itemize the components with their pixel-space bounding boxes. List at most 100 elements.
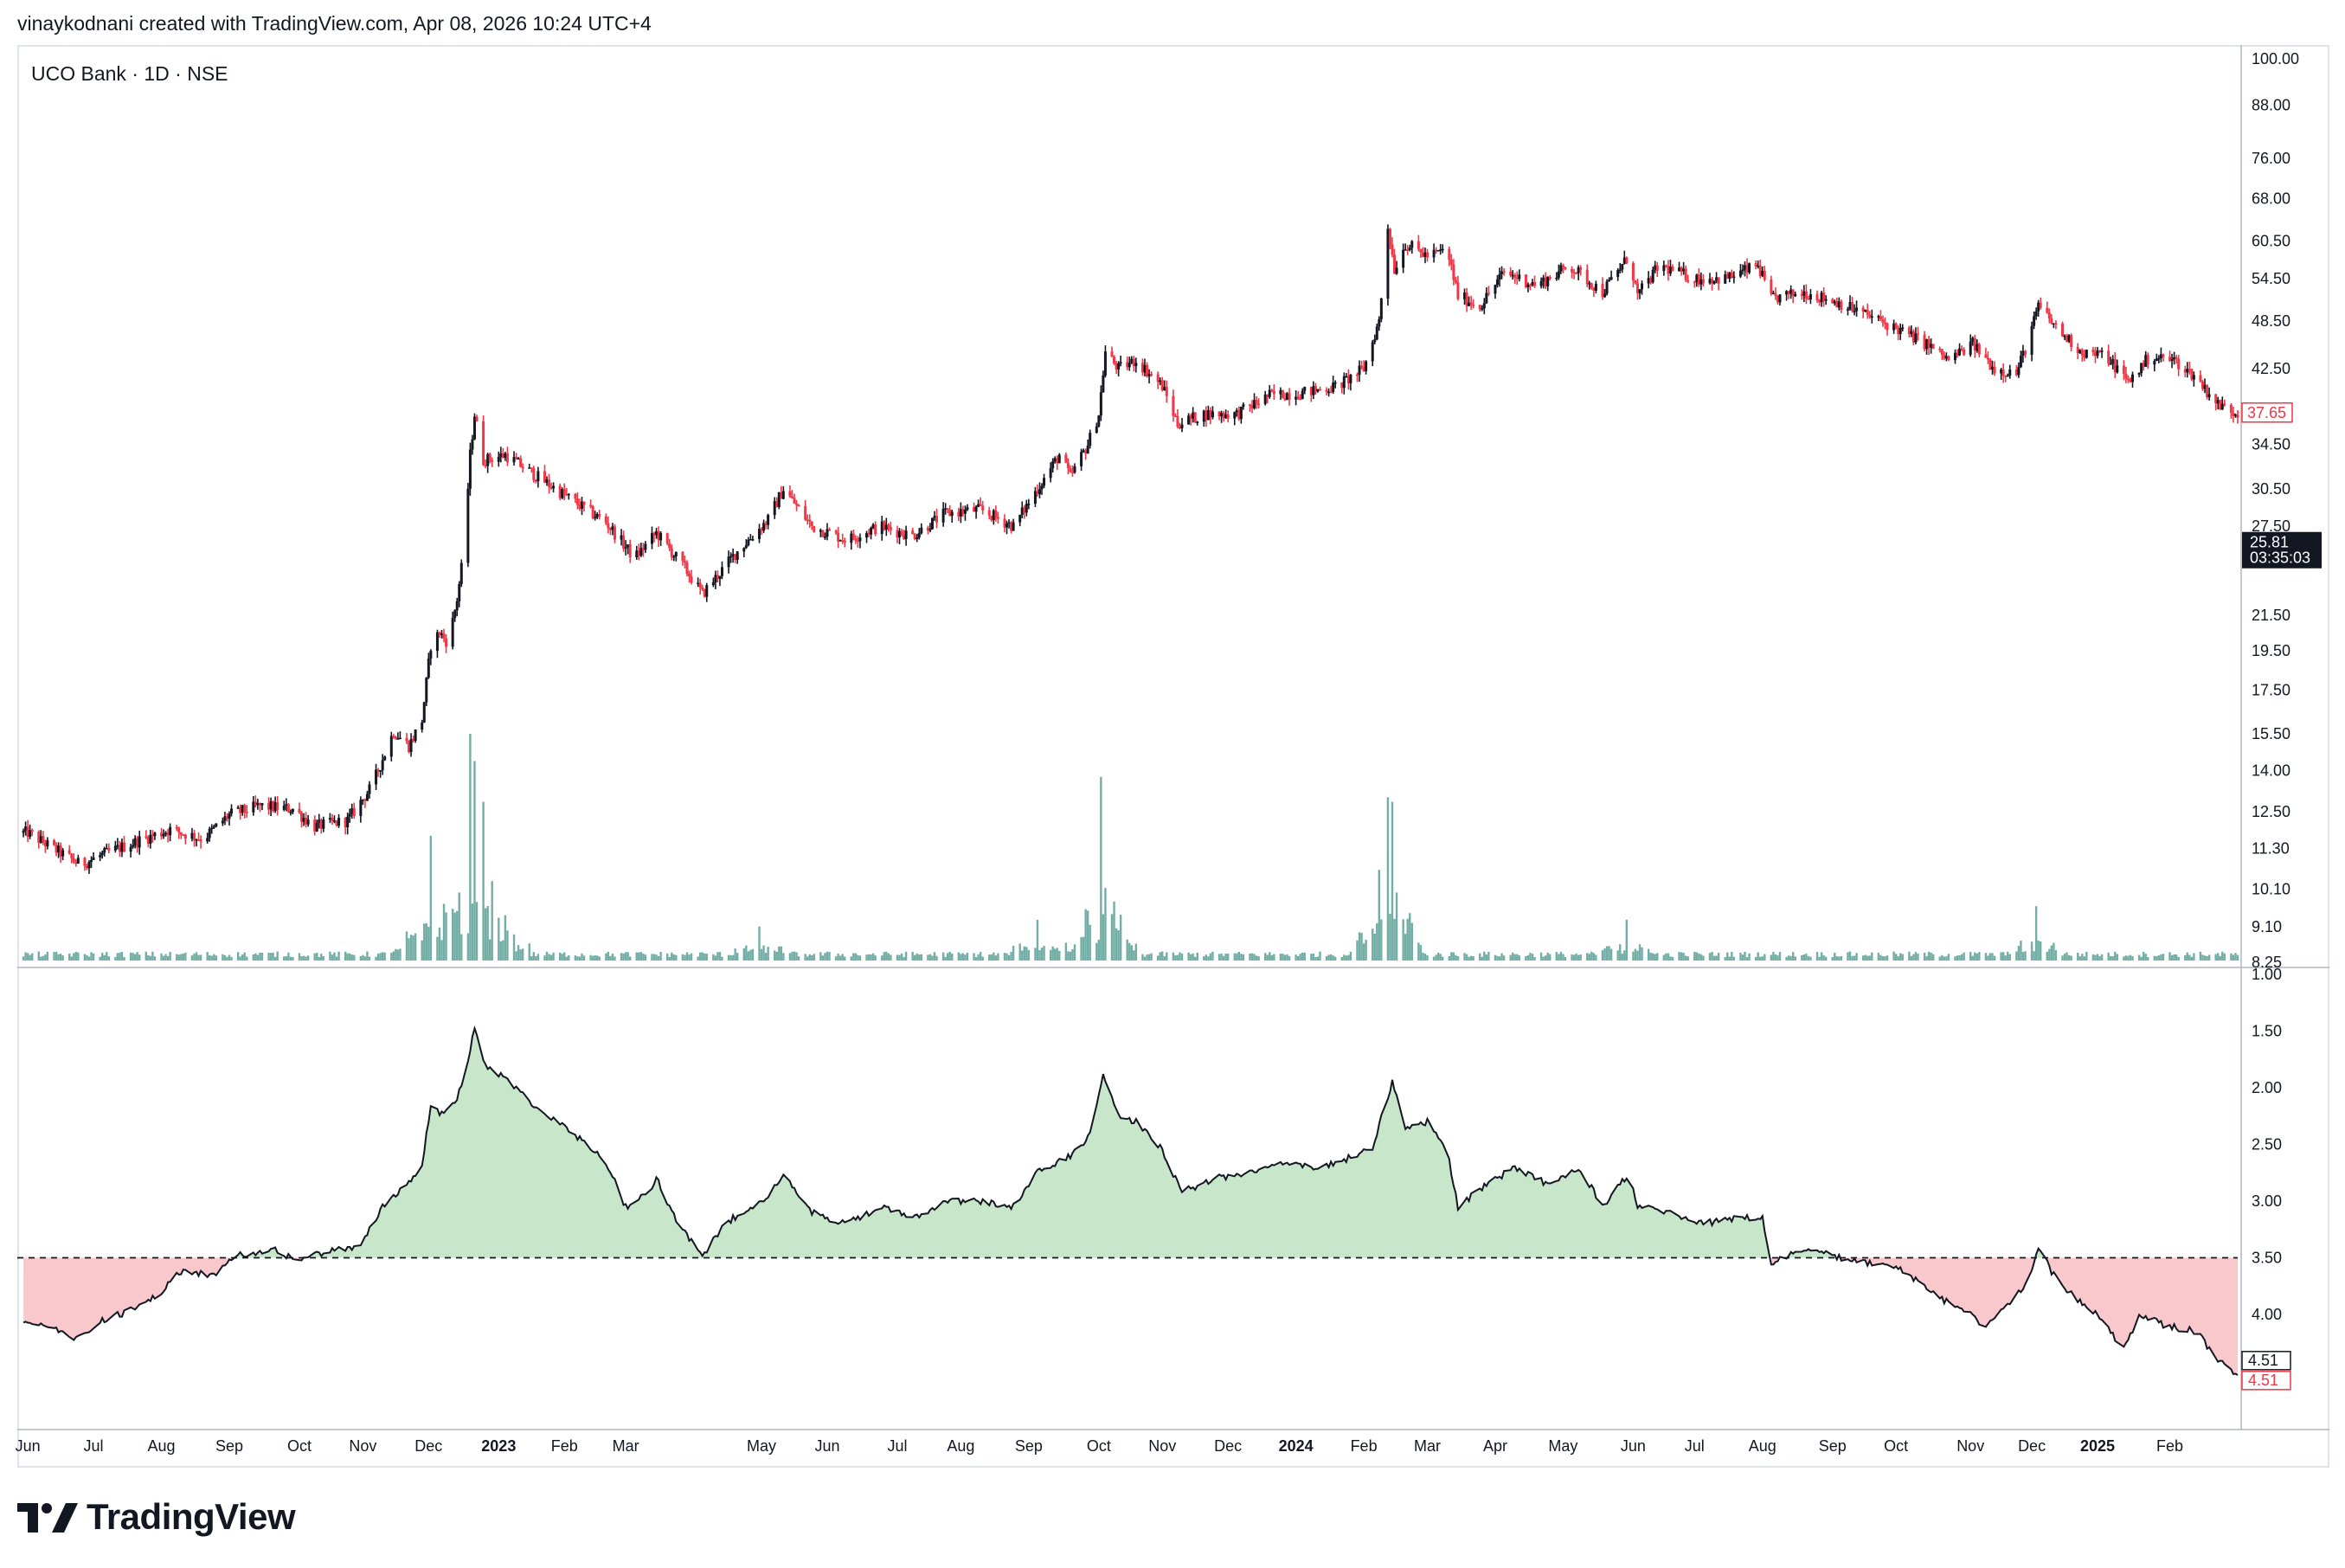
price-tick-label: 19.50 (2252, 642, 2290, 659)
price-candle-body (1402, 249, 1405, 268)
time-tick-label: 2025 (2080, 1437, 2115, 1455)
price-candle-body (838, 540, 842, 542)
price-candle-body (1804, 291, 1808, 299)
price-tick-label: 21.50 (2252, 607, 2290, 624)
price-candle-body (2146, 355, 2149, 365)
time-tick-label: 2023 (481, 1437, 516, 1455)
volume-bar (1741, 954, 1744, 961)
tradingview-logo[interactable]: TradingView (17, 1495, 296, 1539)
price-candle-body (1481, 308, 1484, 310)
price-candle-body (528, 467, 531, 469)
price-candle-body (1012, 522, 1015, 531)
price-candle-body (2219, 400, 2222, 410)
volume-bar (1406, 918, 1409, 961)
volume-bar (119, 952, 121, 961)
price-candle-body (1502, 271, 1506, 273)
price-candle-body (486, 453, 490, 466)
volume-bar (2170, 954, 2174, 961)
volume-bar (1724, 956, 1726, 961)
price-candle-body (1956, 352, 1959, 356)
volume-bar (2153, 955, 2156, 961)
price-tick-label: 12.50 (2252, 803, 2290, 820)
price-candle-body (29, 830, 32, 838)
volume-bar (1603, 948, 1606, 961)
volume-bar (1086, 910, 1089, 961)
volume-bar (381, 952, 384, 961)
price-candle-body (793, 498, 796, 504)
volume-bar (1945, 956, 1948, 961)
volume-bar (1436, 952, 1440, 961)
volume-bar (727, 954, 730, 961)
price-candle-body (697, 582, 700, 584)
volume-bar (1901, 954, 1904, 961)
price-candle-body (1835, 301, 1839, 308)
volume-bar (1899, 953, 1902, 961)
price-candle-body (1253, 400, 1256, 408)
volume-bar (1917, 953, 1919, 961)
price-candle-body (823, 537, 826, 538)
price-candle-body (1701, 279, 1705, 284)
price-candle-body (672, 556, 676, 558)
price-candle-body (1601, 283, 1604, 298)
volume-bar (1559, 951, 1563, 961)
price-candle-body (762, 523, 766, 531)
volume-bar (408, 938, 410, 961)
price-candle-body (2014, 369, 2018, 376)
price-candle-body (132, 845, 135, 847)
volume-bar (1119, 915, 1122, 961)
volume-bar (1848, 951, 1852, 961)
volume-bar (1143, 956, 1147, 961)
volume-bar (243, 952, 246, 961)
price-candle-body (1616, 270, 1620, 278)
volume-bar (59, 953, 62, 961)
ratio-line (22, 1025, 2239, 1376)
volume-bar (900, 953, 903, 961)
price-candle-body (574, 493, 577, 499)
price-candle-body (1358, 365, 1361, 375)
volume-bar (928, 954, 932, 961)
volume-bar (1147, 954, 1151, 961)
volume-bar (46, 951, 49, 961)
volume-bar (582, 955, 586, 961)
price-candle-body (2203, 384, 2207, 389)
volume-bar (2147, 957, 2149, 961)
volume-bar (1435, 954, 1437, 961)
ratio-tick-label: 3.50 (2252, 1250, 2282, 1267)
volume-bar (209, 954, 211, 961)
price-candle-body (2033, 316, 2036, 326)
price-candle-body (813, 525, 816, 532)
price-candle-body (1288, 393, 1291, 400)
volume-bar (659, 952, 662, 961)
price-candle-body (1678, 267, 1681, 272)
price-candle-body (1187, 415, 1191, 425)
price-candle-body (959, 509, 962, 517)
price-candle-body (1655, 265, 1659, 272)
current-price-label: 25.81 (2250, 534, 2289, 551)
volume-bar (530, 956, 533, 961)
volume-bar (445, 912, 447, 961)
volume-bar (1097, 939, 1101, 961)
price-candle-body (996, 517, 999, 519)
price-candle-body (788, 491, 792, 497)
volume-bar (2116, 954, 2118, 961)
volume-bar (1558, 954, 1560, 961)
price-candle-body (764, 523, 768, 525)
price-candle-body (212, 826, 215, 828)
volume-bar (2000, 952, 2002, 961)
time-tick-label: Apr (1483, 1437, 1507, 1455)
volume-bar (399, 948, 402, 961)
price-candle-body (683, 561, 686, 563)
volume-bar (1362, 943, 1365, 961)
volume-bar (83, 954, 87, 961)
price-candle-body (74, 862, 78, 864)
volume-bar (548, 954, 550, 961)
volume-bar (226, 956, 228, 961)
price-candle-body (1242, 404, 1245, 407)
price-candle-body (1592, 287, 1596, 291)
price-candle-body (1833, 301, 1836, 304)
volume-bar (979, 952, 982, 961)
volume-bar (222, 954, 224, 961)
price-candle-body (1953, 352, 1956, 361)
price-candle-body (1664, 265, 1667, 267)
